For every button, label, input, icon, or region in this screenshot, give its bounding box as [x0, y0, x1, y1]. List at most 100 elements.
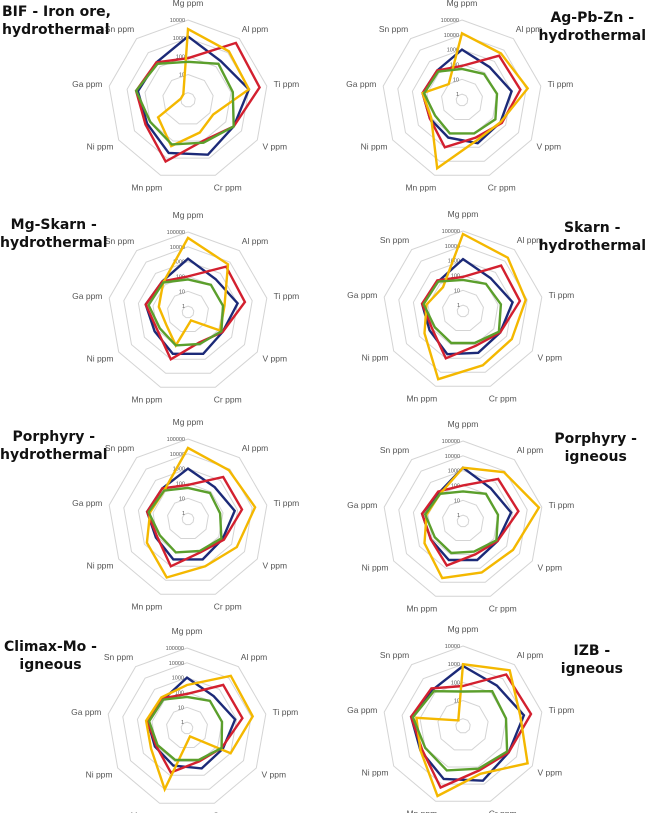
axis-label: Mg ppm: [448, 624, 479, 634]
series-yellow: [156, 27, 251, 148]
tick-label: 10: [179, 289, 185, 295]
grid-ring: [412, 470, 514, 569]
tick-label: 10: [179, 73, 185, 79]
tick-label: 10000: [170, 452, 185, 458]
series-red: [144, 265, 247, 362]
axis-label: Mn ppm: [130, 810, 161, 813]
axis-label: Ni ppm: [87, 561, 114, 571]
grid-ring: [441, 78, 483, 120]
series-red: [409, 673, 533, 790]
grid-ring: [455, 93, 469, 107]
series-green: [423, 490, 500, 555]
axis-label: Mg ppm: [447, 0, 478, 8]
axis-label: Ga ppm: [347, 705, 377, 715]
tick-label: 10000: [170, 18, 185, 24]
axis-label: Mn ppm: [405, 182, 436, 192]
grid-ring: [108, 231, 268, 388]
axis-label: Ti ppm: [549, 500, 575, 510]
axis-label: Al ppm: [242, 443, 268, 453]
grid-ring: [137, 261, 239, 360]
axis-label: V ppm: [262, 770, 287, 780]
axis-label: Sn ppm: [380, 650, 409, 660]
axis-label: Sn ppm: [380, 445, 409, 455]
title-line: Skarn -: [564, 220, 621, 236]
tick-label: 100: [451, 273, 460, 279]
axis-label: Mg ppm: [172, 626, 203, 636]
grid-ring: [181, 305, 195, 319]
grid-ring: [108, 438, 268, 595]
tick-label: 100000: [167, 437, 185, 443]
axis-label: V ppm: [538, 768, 563, 778]
tick-label: 10: [454, 699, 460, 705]
axis-label: Ti ppm: [274, 498, 300, 508]
axis-label: Cr ppm: [489, 603, 517, 613]
axis-label: Ni ppm: [362, 563, 389, 573]
tick-label: 1000: [448, 469, 460, 475]
axis-label: V ppm: [538, 353, 563, 363]
tick-label: 100000: [442, 439, 460, 445]
series-green: [411, 689, 509, 772]
grid-ring: [442, 289, 484, 331]
tick-label: 100: [176, 481, 185, 487]
axis-label: Ti ppm: [273, 707, 299, 717]
axis-label: Cr ppm: [214, 394, 242, 404]
tick-label: 100: [176, 54, 185, 60]
tick-label: 100000: [442, 229, 460, 235]
axis-label: Ga ppm: [72, 291, 102, 301]
axis-label: Ni ppm: [86, 770, 113, 780]
axis-label: Mg ppm: [173, 210, 204, 220]
axis-label: Cr ppm: [213, 810, 241, 813]
title-line: hydrothermal: [0, 235, 108, 251]
series-yellow: [421, 31, 530, 171]
grid-ring: [383, 645, 543, 802]
axis-label: Mg ppm: [448, 209, 479, 219]
grid-ring: [383, 440, 543, 597]
grid-ring: [398, 455, 528, 583]
axis-label: Mn ppm: [406, 808, 437, 813]
title-line: BIF - Iron ore,: [2, 4, 111, 20]
axis-label: Ni ppm: [361, 142, 388, 152]
grid-ring: [137, 468, 239, 567]
grid-ring: [181, 512, 195, 526]
axis-label: Ti ppm: [549, 290, 575, 300]
axis-label: Ti ppm: [548, 79, 574, 89]
grid-ring: [167, 497, 209, 539]
grid-ring: [412, 260, 514, 359]
tick-label: 1: [457, 513, 460, 519]
tick-label: 1: [456, 92, 459, 98]
grid-ring: [166, 706, 208, 748]
series-yellow: [423, 232, 527, 381]
series-green: [134, 60, 235, 146]
tick-label: 10: [453, 77, 459, 83]
series-red: [421, 54, 522, 149]
series-green: [147, 486, 223, 554]
tick-label: 10: [454, 288, 460, 294]
series-yellow: [157, 236, 230, 348]
axis-label: Mn ppm: [406, 393, 437, 403]
axis-label: Cr ppm: [214, 601, 242, 611]
chart-title-mg-skarn: Mg-Skarn - hydrothermal: [0, 216, 108, 252]
title-line: igneous: [19, 657, 82, 673]
axis-label: Al ppm: [516, 24, 542, 34]
grid-ring: [180, 721, 194, 735]
grid-ring: [162, 73, 214, 125]
grid-ring: [456, 304, 470, 318]
grid-ring: [136, 677, 238, 776]
grid-ring: [382, 19, 542, 176]
tick-label: 10: [454, 498, 460, 504]
axis-label: Sn ppm: [105, 443, 134, 453]
title-line: igneous: [564, 449, 627, 465]
series-green: [422, 278, 503, 345]
axis-label: Sn ppm: [379, 24, 408, 34]
radar-chart: 1 10 100 1000 10000 100000 Mg ppm Al ppm Ti ppm V…: [71, 626, 298, 813]
tick-label: 1000: [172, 676, 184, 682]
tick-label: 100000: [167, 230, 185, 236]
tick-label: 1000: [173, 260, 185, 266]
axis-label: Ti ppm: [549, 705, 575, 715]
grid-ring: [108, 19, 268, 176]
axis-label: Sn ppm: [105, 24, 134, 34]
axis-label: Al ppm: [241, 652, 267, 662]
axis-label: Ni ppm: [362, 768, 389, 778]
